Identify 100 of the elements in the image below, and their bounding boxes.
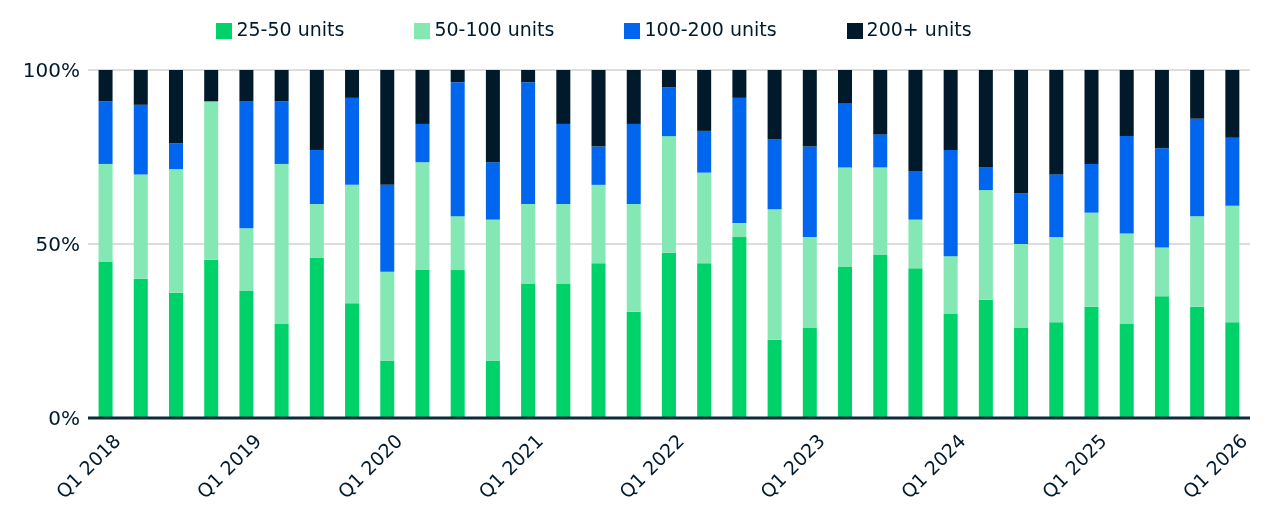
bar <box>168 70 183 144</box>
bar <box>626 203 641 312</box>
bar <box>1190 216 1205 307</box>
legend-label: 50-100 units <box>434 18 555 40</box>
bar <box>450 70 465 83</box>
bar <box>1049 70 1064 175</box>
bar <box>1014 70 1029 194</box>
legend-label: 25-50 units <box>236 18 345 40</box>
bar <box>345 303 360 418</box>
bar <box>415 162 430 271</box>
bar <box>978 70 993 168</box>
bar <box>98 101 113 164</box>
y-tick-label: 50% <box>35 232 80 257</box>
bar <box>415 270 430 418</box>
y-tick-label: 0% <box>48 406 80 431</box>
bar <box>661 252 676 418</box>
bar <box>274 324 289 418</box>
bar <box>521 203 536 285</box>
bar <box>1154 70 1169 149</box>
bar <box>767 139 782 210</box>
bar <box>485 360 500 418</box>
bar <box>1225 137 1240 206</box>
bar <box>732 70 747 98</box>
bar <box>873 254 888 418</box>
bar <box>450 216 465 271</box>
bar <box>908 170 923 220</box>
bar <box>626 70 641 124</box>
bar <box>873 70 888 135</box>
bar <box>1190 70 1205 119</box>
bar <box>767 70 782 140</box>
bar <box>697 263 712 418</box>
bar <box>802 146 817 238</box>
bar <box>239 70 254 102</box>
bar <box>556 284 571 418</box>
bar <box>204 70 219 102</box>
legend-label: 200+ units <box>866 18 972 40</box>
bar <box>1084 212 1099 307</box>
bar <box>1190 118 1205 217</box>
bar <box>908 70 923 171</box>
bar <box>415 123 430 163</box>
bar <box>380 360 395 418</box>
bar <box>1014 244 1029 328</box>
bar <box>98 261 113 418</box>
bar <box>1119 233 1134 325</box>
bar <box>274 101 289 164</box>
bar <box>1049 322 1064 418</box>
bar <box>978 190 993 300</box>
bar <box>450 270 465 418</box>
bar <box>1049 237 1064 323</box>
bar <box>133 278 148 418</box>
bar <box>591 70 606 147</box>
bar <box>732 97 747 224</box>
bar <box>1190 306 1205 418</box>
bar <box>802 237 817 328</box>
bar <box>978 299 993 418</box>
bar <box>380 70 395 185</box>
bar <box>908 268 923 418</box>
bar <box>697 172 712 264</box>
bar <box>1225 70 1240 138</box>
bar <box>239 290 254 418</box>
bar <box>943 256 958 314</box>
bar <box>1119 324 1134 418</box>
bar <box>1154 296 1169 418</box>
bar <box>591 146 606 185</box>
bar <box>838 103 853 168</box>
bar <box>168 169 183 293</box>
bar <box>978 167 993 191</box>
bar <box>873 167 888 255</box>
bar <box>556 70 571 124</box>
bar <box>239 101 254 229</box>
bar <box>661 136 676 253</box>
bar <box>1014 327 1029 418</box>
bar <box>661 87 676 137</box>
bar <box>309 150 324 204</box>
bar <box>802 70 817 147</box>
bar <box>838 266 853 418</box>
bar <box>697 70 712 131</box>
bar <box>380 271 395 361</box>
bar <box>1225 322 1240 418</box>
bar <box>345 97 360 185</box>
bar <box>661 70 676 88</box>
bar <box>626 311 641 418</box>
bar <box>767 209 782 340</box>
bar <box>732 223 747 238</box>
bar <box>626 123 641 204</box>
bar <box>274 70 289 102</box>
bar <box>556 123 571 204</box>
bar <box>309 257 324 418</box>
bar <box>380 184 395 272</box>
bar <box>1084 163 1099 213</box>
bar <box>591 263 606 418</box>
bar <box>485 162 500 220</box>
bar <box>204 259 219 418</box>
bar <box>521 82 536 204</box>
bar <box>309 203 324 258</box>
bar <box>1049 174 1064 238</box>
bar <box>873 134 888 168</box>
bar <box>802 327 817 418</box>
bar <box>239 228 254 291</box>
bar <box>450 82 465 217</box>
